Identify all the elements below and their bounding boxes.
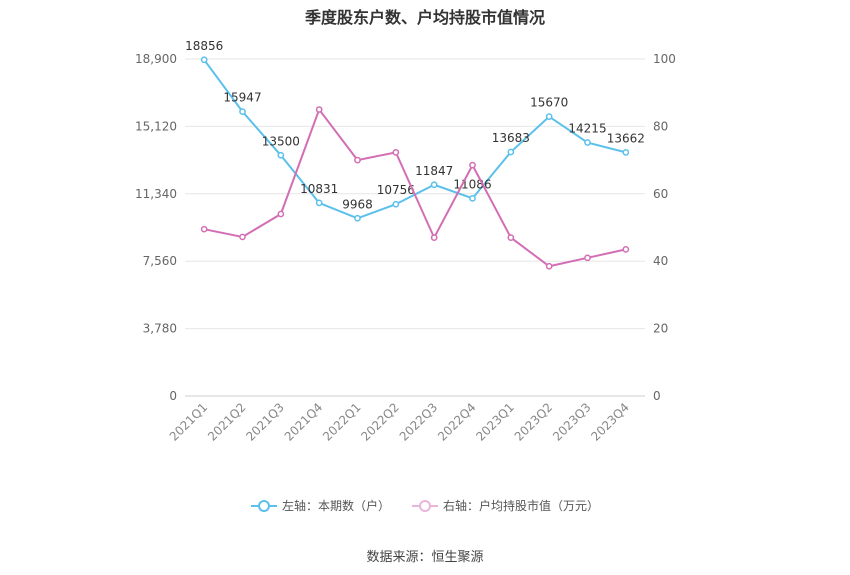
- data-point: [239, 233, 246, 241]
- right-tick-label: 60: [653, 187, 668, 201]
- right-tick-label: 100: [653, 52, 676, 66]
- x-tick-label: 2022Q3: [397, 400, 441, 444]
- left-tick-label: 0: [169, 389, 177, 403]
- x-tick-label: 2022Q1: [320, 400, 364, 444]
- data-point: [545, 262, 553, 270]
- data-point: [584, 254, 591, 262]
- data-point: [469, 194, 476, 202]
- right-tick-label: 0: [653, 389, 661, 403]
- data-label: 13662: [607, 131, 645, 145]
- chart-title: 季度股东户数、户均持股市值情况: [304, 8, 545, 27]
- right-axis-ticks: 0 20 40 60 80 100: [653, 52, 676, 403]
- x-tick-label: 2021Q3: [243, 400, 287, 444]
- left-tick-label: 7,560: [143, 254, 177, 268]
- data-point: [392, 148, 400, 156]
- data-point: [622, 246, 630, 253]
- data-point: [507, 234, 515, 241]
- data-label: 15670: [530, 96, 568, 110]
- right-tick-label: 40: [653, 254, 668, 268]
- data-label: 13683: [492, 131, 530, 145]
- data-source: 数据来源：恒生聚源: [366, 550, 484, 565]
- left-tick-label: 11,340: [135, 187, 177, 201]
- data-point: [584, 139, 591, 146]
- data-label: 10831: [300, 182, 338, 196]
- data-point: [200, 56, 208, 64]
- data-point: [430, 181, 438, 189]
- left-tick-label: 15,120: [135, 119, 177, 133]
- x-tick-label: 2023Q4: [588, 400, 632, 444]
- data-label: 13500: [262, 134, 300, 148]
- legend: 左轴：本期数（户） 右轴：户均持股市值（万元）: [0, 497, 850, 514]
- data-point: [315, 199, 323, 207]
- left-tick-label: 18,900: [135, 52, 177, 66]
- data-point: [354, 156, 361, 164]
- x-axis-ticks: 2021Q12021Q22021Q32021Q42022Q12022Q22022…: [167, 400, 632, 444]
- data-label: 9968: [342, 197, 373, 211]
- data-point: [392, 200, 400, 208]
- x-tick-label: 2021Q1: [167, 400, 211, 444]
- x-tick-label: 2023Q2: [512, 400, 556, 444]
- left-tick-label: 3,780: [143, 322, 177, 336]
- data-point: [622, 149, 630, 156]
- left-axis-ticks: 0 3,780 7,560 11,340 15,120 18,900: [135, 52, 177, 403]
- data-point: [430, 234, 438, 241]
- x-tick-label: 2022Q4: [435, 400, 479, 444]
- data-point: [200, 225, 208, 233]
- data-point: [354, 214, 361, 222]
- data-label: 10756: [377, 183, 415, 197]
- x-tick-label: 2021Q4: [282, 400, 326, 444]
- data-point: [469, 161, 476, 169]
- data-label: 11847: [415, 164, 453, 178]
- legend-item-market-value[interactable]: 右轴：户均持股市值（万元）: [412, 497, 599, 514]
- legend-line-icon: [250, 499, 277, 512]
- x-tick-label: 2023Q1: [473, 400, 517, 444]
- data-point: [507, 148, 515, 156]
- series-line-2: [203, 107, 627, 268]
- right-tick-label: 80: [653, 119, 668, 133]
- data-label: 15947: [223, 91, 261, 105]
- data-label: 18856: [185, 39, 223, 53]
- grid-lines: [185, 58, 645, 397]
- legend-line-icon: [412, 499, 438, 512]
- data-point: [239, 108, 246, 116]
- x-tick-label: 2021Q2: [205, 400, 249, 444]
- x-tick-label: 2022Q2: [358, 400, 402, 444]
- data-label: 14215: [568, 122, 606, 136]
- line-chart: 0 3,780 7,560 11,340 15,120 18,900 0 20 40 60 80 1…: [135, 39, 676, 444]
- legend-label-households: 左轴：本期数（户）: [281, 499, 390, 513]
- data-point: [277, 210, 285, 218]
- legend-item-households[interactable]: 左轴：本期数（户）: [250, 497, 390, 514]
- data-label: 11086: [453, 177, 491, 191]
- data-point: [545, 113, 553, 120]
- right-tick-label: 20: [653, 322, 668, 336]
- data-point: [277, 151, 285, 159]
- data-point: [315, 106, 323, 113]
- x-tick-label: 2023Q3: [550, 400, 594, 444]
- legend-label-market-value: 右轴：户均持股市值（万元）: [443, 499, 600, 513]
